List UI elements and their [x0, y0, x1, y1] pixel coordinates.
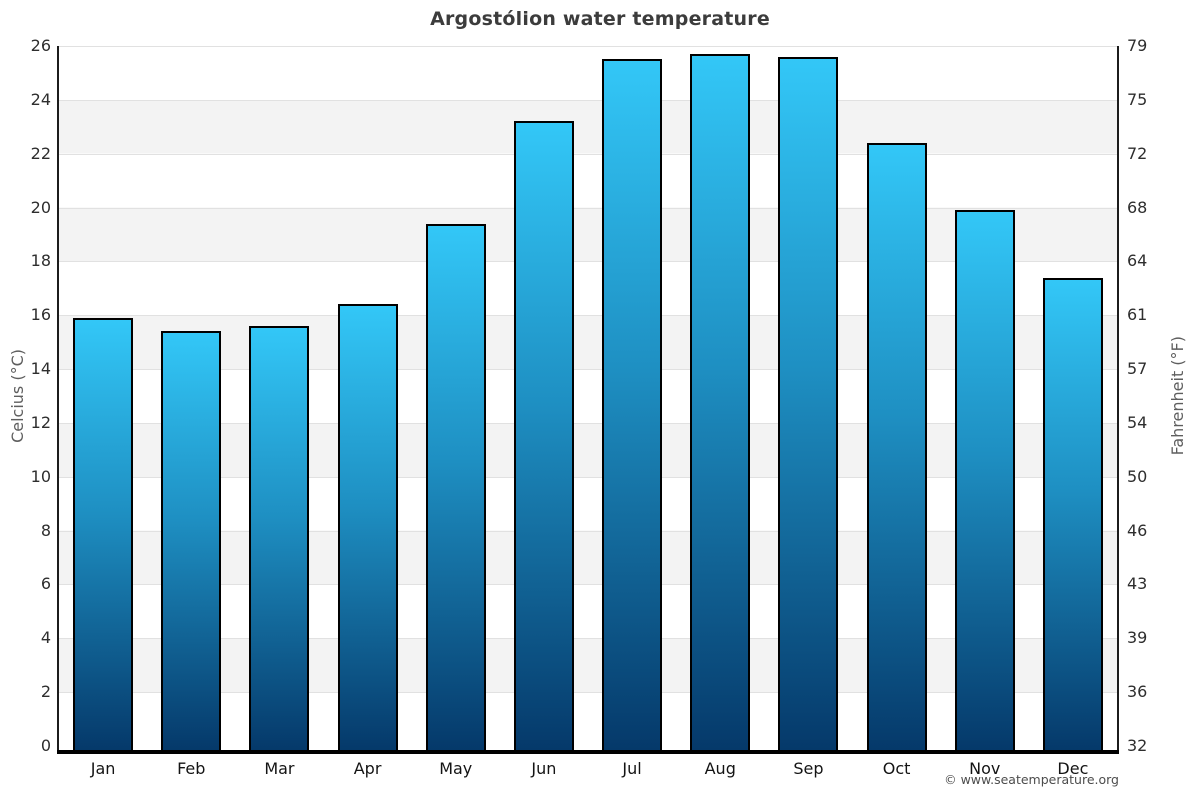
bar-dec: [1042, 277, 1103, 750]
bar-may: [425, 223, 486, 750]
y-axis-line-right: [1117, 46, 1119, 750]
gridline-24c: [59, 99, 1117, 101]
xlabel-jun: Jun: [531, 759, 557, 778]
ytick-fahrenheit-75: 75: [1127, 89, 1148, 109]
xlabel-feb: Feb: [177, 759, 206, 778]
ytick-fahrenheit-57: 57: [1127, 359, 1148, 379]
xlabel-jul: Jul: [622, 759, 642, 778]
ytick-celsius-0: 0: [40, 736, 51, 755]
ytick-fahrenheit-43: 43: [1127, 574, 1148, 594]
ytick-fahrenheit-50: 50: [1127, 466, 1148, 486]
bar-nov: [954, 210, 1015, 750]
gridline-16c: [59, 315, 1117, 317]
bar-jun: [513, 121, 574, 750]
gridline-18c: [59, 261, 1117, 263]
gridline-26c: [59, 46, 1117, 47]
plot-area: [59, 46, 1117, 746]
xlabel-oct: Oct: [882, 759, 911, 778]
gridline-12c: [59, 422, 1117, 424]
ytick-celsius-6: 6: [40, 574, 51, 594]
ytick-fahrenheit-39: 39: [1127, 628, 1148, 648]
ytick-fahrenheit-46: 46: [1127, 520, 1148, 540]
gridline-14c: [59, 369, 1117, 371]
gridline-2c: [59, 692, 1117, 694]
ytick-celsius-18: 18: [30, 251, 51, 271]
ytick-fahrenheit-54: 54: [1127, 412, 1148, 432]
gridline-20c: [59, 207, 1117, 209]
ytick-fahrenheit-61: 61: [1127, 305, 1148, 325]
bar-mar: [249, 326, 310, 750]
xlabel-nov: Nov: [969, 759, 1001, 778]
bar-apr: [337, 304, 398, 750]
x-axis-line: [57, 750, 1119, 754]
ytick-fahrenheit-79: 79: [1127, 36, 1148, 55]
bar-jan: [73, 317, 134, 750]
ytick-fahrenheit-72: 72: [1127, 143, 1148, 163]
bar-oct: [866, 142, 927, 750]
copyright-link[interactable]: © www.seatemperature.org: [944, 772, 1119, 787]
gridline-4c: [59, 638, 1117, 640]
ytick-fahrenheit-36: 36: [1127, 682, 1148, 702]
xlabel-may: May: [439, 759, 473, 778]
y-axis-title-fahrenheit: Fahrenheit (°F): [1167, 336, 1187, 456]
ytick-celsius-4: 4: [40, 628, 51, 648]
gridline-22c: [59, 153, 1117, 155]
xlabel-sep: Sep: [793, 759, 824, 778]
xlabel-dec: Dec: [1057, 759, 1089, 778]
xlabel-apr: Apr: [353, 759, 382, 778]
ytick-fahrenheit-64: 64: [1127, 251, 1148, 271]
bar-jul: [602, 59, 663, 750]
gridline-10c: [59, 476, 1117, 478]
xlabel-jan: Jan: [90, 759, 116, 778]
bar-aug: [690, 54, 751, 750]
ytick-celsius-22: 22: [30, 143, 51, 163]
ytick-celsius-24: 24: [30, 89, 51, 109]
ytick-fahrenheit-68: 68: [1127, 197, 1148, 217]
ytick-celsius-26: 26: [30, 36, 51, 55]
y-axis-line-left: [57, 46, 59, 750]
ytick-celsius-10: 10: [30, 466, 51, 486]
ytick-fahrenheit-32: 32: [1127, 736, 1148, 755]
ytick-celsius-8: 8: [40, 520, 51, 540]
ytick-celsius-14: 14: [30, 359, 51, 379]
gridline-6c: [59, 584, 1117, 586]
chart-title: Argostólion water temperature: [430, 8, 770, 30]
ytick-celsius-2: 2: [40, 682, 51, 702]
ytick-celsius-12: 12: [30, 412, 51, 432]
xlabel-aug: Aug: [704, 759, 736, 778]
gridline-8c: [59, 530, 1117, 532]
bar-sep: [778, 56, 839, 750]
ytick-celsius-16: 16: [30, 305, 51, 325]
xlabel-mar: Mar: [264, 759, 295, 778]
bar-feb: [161, 331, 222, 750]
ytick-celsius-20: 20: [30, 197, 51, 217]
